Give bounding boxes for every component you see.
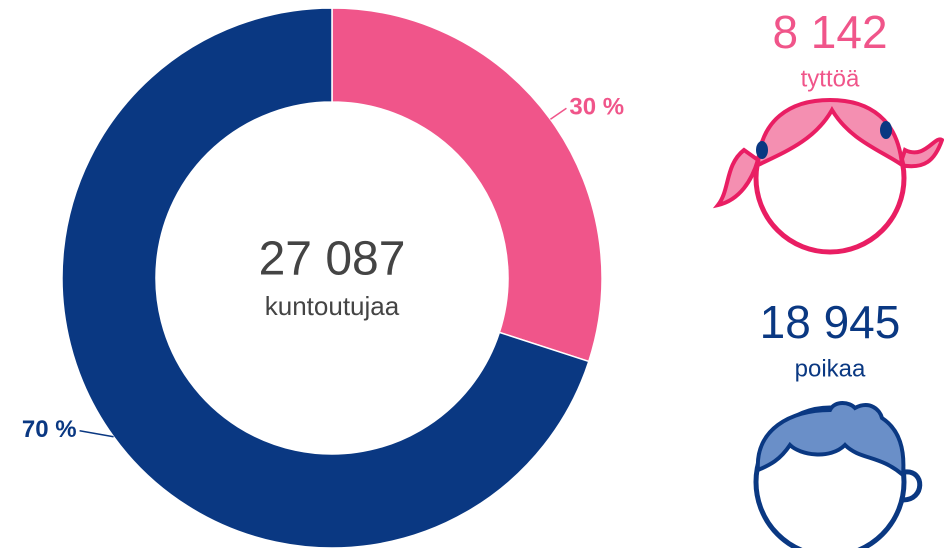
- leader-line: [550, 107, 567, 120]
- leader-line: [79, 429, 114, 438]
- value-label: 30 %: [569, 94, 624, 121]
- value-label: 70 %: [22, 416, 77, 443]
- donut: 30 % 70 %: [22, 7, 624, 548]
- boy-face: [753, 401, 923, 548]
- girl-face: [712, 97, 944, 255]
- center-label: kuntoutujaa: [265, 291, 400, 321]
- donut-segment: [61, 7, 590, 548]
- boys-count: 18 945: [760, 296, 901, 348]
- donut-segment: [331, 7, 603, 363]
- girls-label: tyttöä: [801, 65, 860, 92]
- girls-count: 8 142: [772, 6, 887, 58]
- center-value: 27 087: [259, 233, 406, 286]
- boys-label: poikaa: [795, 355, 866, 382]
